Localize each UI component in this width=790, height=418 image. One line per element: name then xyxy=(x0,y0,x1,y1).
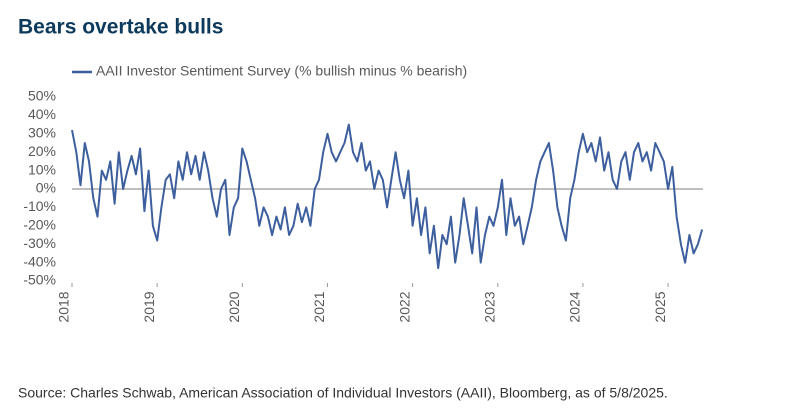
y-tick-label: -30% xyxy=(23,235,56,251)
x-tick-label: 2018 xyxy=(56,291,72,322)
x-tick-label: 2024 xyxy=(567,291,583,322)
x-tick-label: 2025 xyxy=(652,291,668,322)
chart-title: Bears overtake bulls xyxy=(18,16,223,39)
legend-label: AAII Investor Sentiment Survey (% bullis… xyxy=(96,63,467,79)
y-tick-label: 0% xyxy=(36,180,56,196)
y-tick-label: -40% xyxy=(23,253,56,269)
x-tick-label: 2023 xyxy=(481,291,497,322)
y-tick-label: 40% xyxy=(28,106,56,122)
y-tick-label: 20% xyxy=(28,143,56,159)
y-tick-label: 10% xyxy=(28,161,56,177)
y-tick-label: -50% xyxy=(23,272,56,288)
y-tick-label: 50% xyxy=(28,88,56,104)
y-tick-label: -10% xyxy=(23,198,56,214)
x-tick-label: 2022 xyxy=(396,291,412,322)
series-line xyxy=(71,123,704,270)
y-tick-label: -20% xyxy=(23,217,56,233)
x-tick-label: 2019 xyxy=(141,291,157,322)
x-tick-label: 2021 xyxy=(311,291,327,322)
x-tick-label: 2020 xyxy=(226,291,242,322)
y-tick-label: 30% xyxy=(28,125,56,141)
source-note: Source: Charles Schwab, American Associa… xyxy=(18,385,668,401)
